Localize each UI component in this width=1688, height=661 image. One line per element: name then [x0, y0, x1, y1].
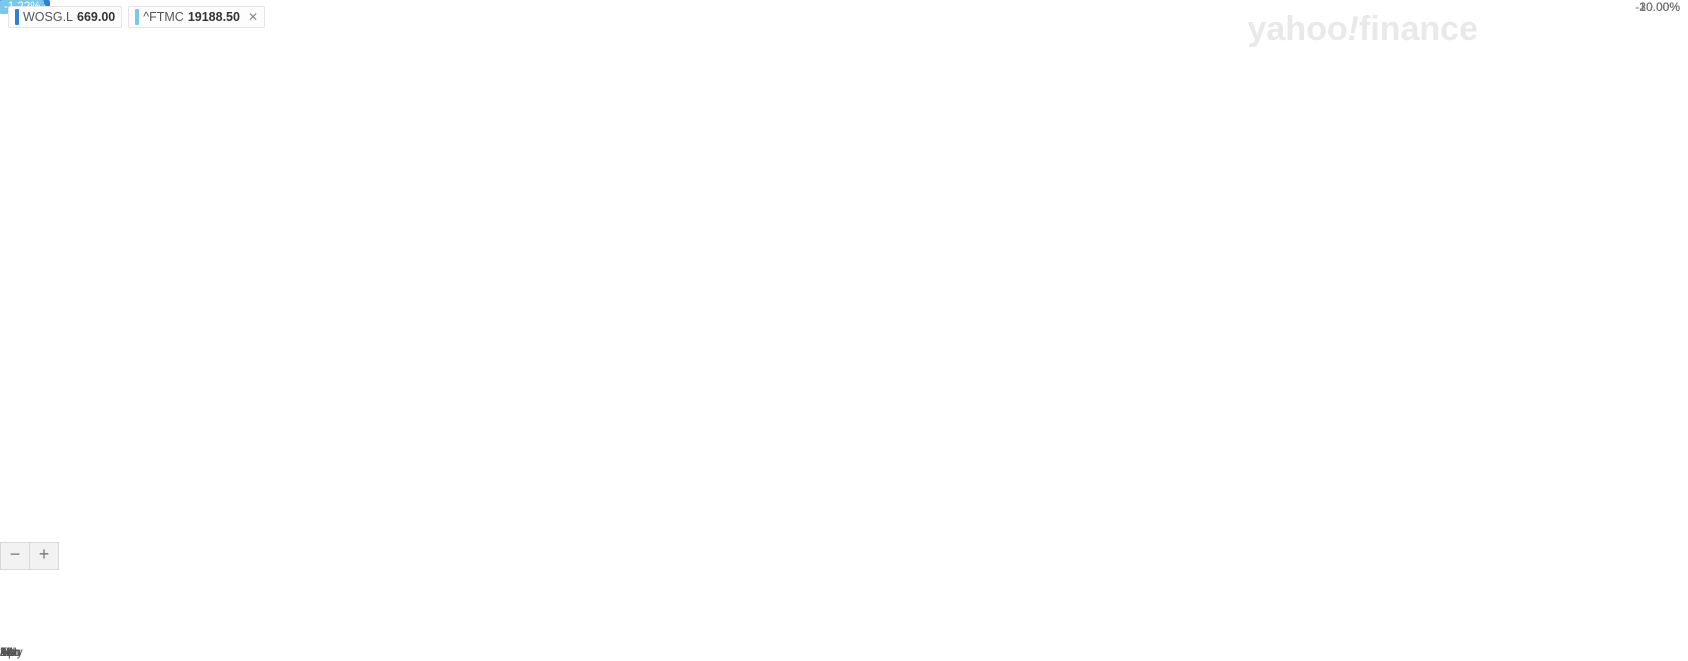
- close-icon[interactable]: ✕: [248, 10, 258, 24]
- chart-svg: [0, 0, 1688, 661]
- legend-item-wosg[interactable]: WOSG.L 669.00: [8, 6, 122, 28]
- legend-value: 669.00: [77, 10, 115, 24]
- legend: WOSG.L 669.00 ^FTMC 19188.50 ✕: [8, 6, 265, 28]
- stock-comparison-chart: { "watermark": "yahoo!finance", "layout"…: [0, 0, 1688, 661]
- legend-item-ftmc[interactable]: ^FTMC 19188.50 ✕: [128, 6, 265, 28]
- yahoo-finance-watermark: yahoo!finance: [1248, 10, 1479, 49]
- zoom-controls: − +: [0, 542, 59, 570]
- zoom-out-button[interactable]: −: [0, 542, 30, 570]
- zoom-in-button[interactable]: +: [30, 542, 59, 570]
- x-axis-label: Jul: [0, 645, 15, 659]
- y-axis-label: -30.00%: [1635, 0, 1680, 14]
- legend-color-wosg: [15, 9, 19, 25]
- legend-value: 19188.50: [188, 10, 240, 24]
- legend-symbol: ^FTMC: [143, 10, 184, 24]
- legend-color-ftmc: [135, 9, 139, 25]
- legend-symbol: WOSG.L: [23, 10, 73, 24]
